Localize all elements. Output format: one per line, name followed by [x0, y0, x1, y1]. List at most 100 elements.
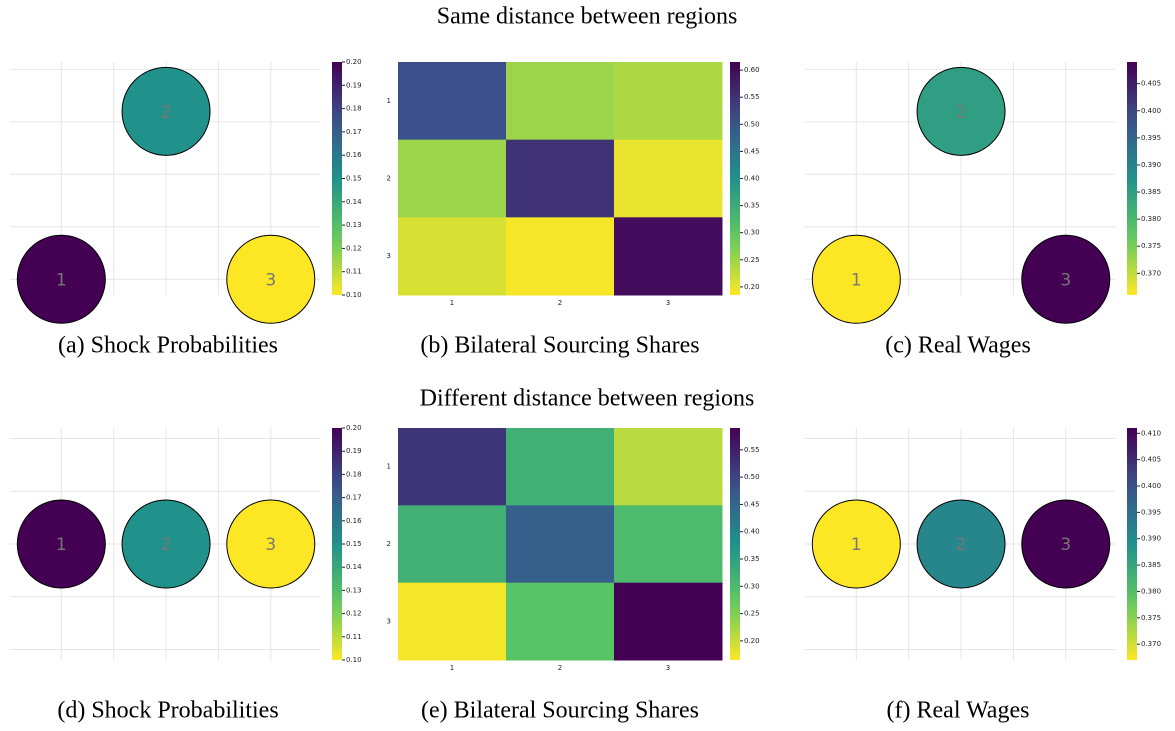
colorbar-tick-label: 0.395	[1141, 134, 1161, 142]
colorbar-tick-label: 0.17	[346, 128, 362, 136]
heat-cell	[614, 217, 723, 296]
heat-cell	[398, 139, 507, 218]
heat-cell	[398, 505, 507, 584]
colorbar-tick-label: 0.12	[346, 244, 362, 252]
node-label: 1	[56, 270, 67, 290]
heat-cell	[506, 139, 615, 218]
y-tick-label: 3	[387, 252, 391, 260]
heat-cell	[398, 62, 507, 141]
colorbar	[332, 62, 342, 295]
heat-cell	[506, 217, 615, 296]
node	[121, 66, 211, 156]
colorbar-tick-label: 0.16	[346, 517, 362, 525]
heat-cell	[506, 62, 615, 141]
colorbar-tick-label: 0.380	[1141, 215, 1161, 223]
colorbar-tick-label: 0.11	[346, 633, 362, 641]
y-tick-label: 2	[387, 175, 391, 183]
heat-cell	[614, 428, 723, 506]
colorbar-tick-label: 0.40	[744, 175, 760, 183]
node-label: 1	[851, 270, 862, 290]
colorbar-tick-label: 0.25	[744, 256, 760, 264]
colorbar-tick-label: 0.400	[1141, 107, 1161, 115]
colorbar-tick-label: 0.19	[346, 81, 362, 89]
x-tick-label: 2	[558, 664, 562, 672]
colorbar-tick-label: 0.50	[744, 473, 760, 481]
x-tick-label: 1	[450, 299, 454, 307]
colorbar-tick-label: 0.16	[346, 151, 362, 159]
node-label: 3	[265, 270, 276, 290]
colorbar-tick-label: 0.30	[744, 229, 760, 237]
heat-cell	[506, 582, 615, 661]
colorbar	[1127, 62, 1137, 295]
section-title: Different distance between regions	[420, 386, 755, 412]
node	[916, 66, 1006, 156]
caption: (d) Shock Probabilities	[57, 698, 278, 724]
node-label: 3	[1060, 535, 1071, 555]
caption: (e) Bilateral Sourcing Shares	[421, 698, 699, 724]
heat-cell	[506, 505, 615, 584]
node	[916, 499, 1006, 589]
colorbar-tick-label: 0.20	[346, 424, 362, 432]
heat-cell	[614, 505, 723, 584]
colorbar-tick-label: 0.10	[346, 291, 362, 299]
colorbar-tick-label: 0.55	[744, 446, 760, 454]
colorbar-tick-label: 0.18	[346, 105, 362, 113]
colorbar-tick-label: 0.20	[744, 283, 760, 291]
node	[811, 234, 901, 324]
y-tick-label: 1	[387, 463, 391, 471]
node	[16, 499, 106, 589]
node-label: 2	[956, 535, 967, 555]
colorbar-tick-label: 0.400	[1141, 482, 1161, 490]
colorbar-tick-label: 0.35	[744, 202, 760, 210]
caption: (a) Shock Probabilities	[58, 333, 278, 359]
node-label: 3	[265, 535, 276, 555]
caption: (f) Real Wages	[887, 698, 1030, 724]
colorbar-tick-label: 0.375	[1141, 614, 1161, 622]
heat-cell	[506, 428, 615, 506]
colorbar-tick-label: 0.17	[346, 494, 362, 502]
colorbar-tick-label: 0.13	[346, 586, 362, 594]
colorbar	[730, 62, 740, 295]
heat-cell	[614, 582, 723, 661]
node-label: 3	[1060, 270, 1071, 290]
node-label: 2	[956, 102, 967, 122]
node-label: 1	[851, 535, 862, 555]
colorbar-tick-label: 0.385	[1141, 561, 1161, 569]
colorbar-tick-label: 0.30	[744, 582, 760, 590]
node	[811, 499, 901, 589]
x-tick-label: 3	[666, 299, 670, 307]
x-tick-label: 2	[558, 299, 562, 307]
colorbar-tick-label: 0.370	[1141, 640, 1161, 648]
y-tick-label: 2	[387, 540, 391, 548]
colorbar-tick-label: 0.40	[744, 528, 760, 536]
heat-cell	[398, 217, 507, 296]
colorbar	[332, 428, 342, 660]
colorbar-tick-label: 0.15	[346, 175, 362, 183]
node	[1021, 499, 1111, 589]
colorbar-tick-label: 0.35	[744, 555, 760, 563]
heat-cell	[614, 139, 723, 218]
colorbar-tick-label: 0.370	[1141, 269, 1161, 277]
colorbar-tick-label: 0.11	[346, 268, 362, 276]
colorbar-tick-label: 0.380	[1141, 587, 1161, 595]
heat-cell	[614, 62, 723, 141]
colorbar-tick-label: 0.13	[346, 221, 362, 229]
colorbar-tick-label: 0.50	[744, 120, 760, 128]
colorbar-tick-label: 0.18	[346, 470, 362, 478]
colorbar-tick-label: 0.410	[1141, 429, 1161, 437]
colorbar-tick-label: 0.19	[346, 447, 362, 455]
colorbar	[1127, 428, 1137, 660]
colorbar-tick-label: 0.15	[346, 540, 362, 548]
colorbar-tick-label: 0.60	[744, 66, 760, 74]
colorbar-tick-label: 0.45	[744, 500, 760, 508]
colorbar-tick-label: 0.10	[346, 656, 362, 664]
node-label: 2	[161, 102, 172, 122]
x-tick-label: 1	[450, 664, 454, 672]
node	[16, 234, 106, 324]
colorbar-tick-label: 0.20	[346, 58, 362, 66]
heat-cell	[398, 582, 507, 661]
colorbar-tick-label: 0.14	[346, 198, 362, 206]
caption: (b) Bilateral Sourcing Shares	[420, 333, 699, 359]
colorbar-tick-label: 0.395	[1141, 508, 1161, 516]
